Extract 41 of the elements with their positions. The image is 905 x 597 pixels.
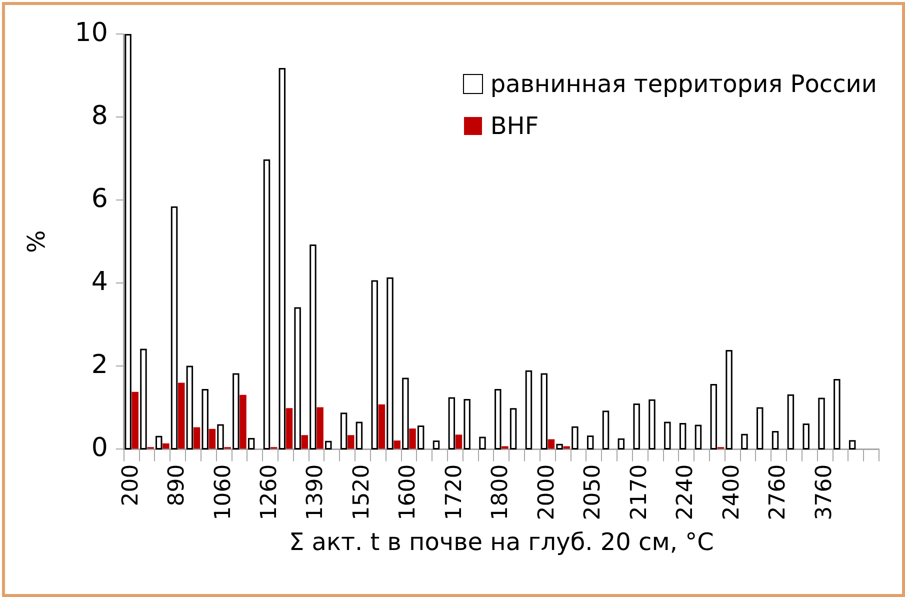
- y-tick-label: 6: [91, 184, 108, 214]
- bar: [378, 404, 386, 449]
- legend-label: равнинная территория России: [490, 70, 877, 98]
- x-tick-label: 200: [118, 464, 144, 506]
- bar: [316, 407, 324, 449]
- bar: [409, 428, 416, 449]
- bar: [240, 394, 246, 449]
- bar: [193, 427, 200, 449]
- bar: [286, 408, 293, 449]
- x-tick-label: 1600: [396, 464, 421, 520]
- y-tick-label: 10: [74, 18, 108, 48]
- x-tick-label: 2170: [626, 464, 652, 520]
- legend-label: BHF: [490, 112, 539, 140]
- x-tick-label: 1800: [488, 464, 514, 520]
- x-tick-label: 1260: [257, 464, 282, 520]
- bar: [348, 435, 354, 449]
- x-tick-label: 2240: [673, 464, 698, 520]
- bar: [132, 392, 138, 449]
- bar: [178, 382, 185, 449]
- x-tick-label: 2400: [719, 464, 744, 520]
- x-axis-title: Σ акт. t в почве на глуб. 20 см, °C: [289, 528, 714, 556]
- y-tick-label: 4: [91, 266, 108, 297]
- y-tick-label: 2: [91, 350, 108, 380]
- bar: [455, 434, 462, 449]
- bar: [301, 435, 308, 449]
- x-tick-label: 2000: [534, 464, 560, 520]
- x-tick-label: 2050: [580, 464, 606, 520]
- x-tick-label: 1060: [210, 464, 236, 520]
- x-tick-label: 2760: [766, 464, 791, 520]
- x-tick-label: 890: [164, 464, 190, 506]
- bar: [162, 443, 170, 449]
- x-tick-label: 1390: [303, 464, 328, 520]
- y-tick-label: 8: [91, 100, 108, 131]
- y-tick-label: 0: [91, 432, 108, 463]
- x-tick-label: 1520: [349, 464, 374, 520]
- bar: [208, 428, 216, 449]
- bar: [548, 439, 555, 449]
- y-axis-title: %: [22, 230, 51, 254]
- x-tick-label: 3760: [812, 464, 837, 520]
- bar: [394, 440, 400, 449]
- x-tick-label: 1720: [442, 464, 467, 520]
